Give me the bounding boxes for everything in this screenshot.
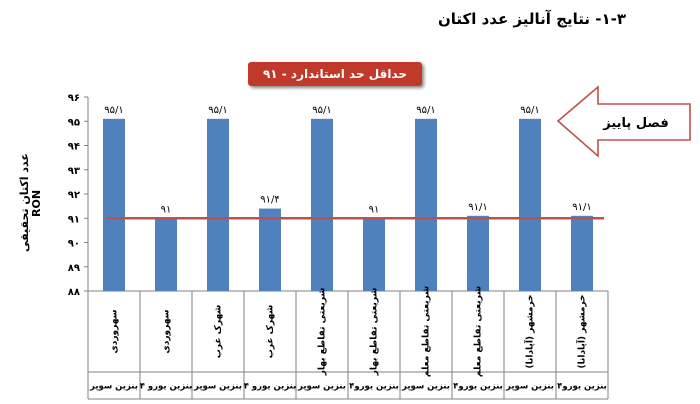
section-heading: ۱-۳- نتایج آنالیز عدد اکتان xyxy=(437,10,626,28)
station-label: شهرک غرب xyxy=(214,305,224,359)
bar xyxy=(311,118,333,291)
station-label: خرمشهر (آپادانا) xyxy=(576,294,588,368)
data-label: ۹۵/۱ xyxy=(104,105,123,116)
fuel-label: بنزین سوپر xyxy=(193,382,242,392)
y-tick-label: ۹۴ xyxy=(68,142,80,153)
fuel-label: بنزین یورو۴ xyxy=(349,382,399,392)
y-tick-label: ۹۰ xyxy=(68,239,80,250)
data-label: ۹۵/۱ xyxy=(208,105,227,116)
y-tick-label: ۸۹ xyxy=(68,263,80,274)
y-tick-label: ۹۲ xyxy=(68,190,80,201)
fuel-label: بنزین سوپر xyxy=(401,382,450,392)
fuel-label: بنزین سوپر xyxy=(505,382,554,392)
annotation-arrow xyxy=(556,85,691,158)
standard-minimum-banner: حداقل حد استاندارد - ۹۱ xyxy=(248,62,422,86)
annotation-label: فصل پاییز xyxy=(602,116,669,131)
bar xyxy=(155,218,177,291)
fuel-label: بنزین یورو۴ xyxy=(557,382,607,392)
station-label: سهروردی xyxy=(110,309,120,353)
station-label: شریعتی تقاطع معلم xyxy=(474,286,484,377)
bar xyxy=(207,118,229,291)
y-tick-label: ۸۸ xyxy=(68,287,80,298)
station-label: شریعتی تقاطع بهار xyxy=(370,288,380,377)
data-label: ۹۵/۱ xyxy=(312,105,331,116)
bar xyxy=(519,118,541,291)
bar xyxy=(363,218,385,291)
fuel-label: بنزین سوپر xyxy=(89,382,138,392)
bar xyxy=(103,118,125,291)
station-label: شهرک غرب xyxy=(266,305,276,359)
station-label: شریعتی تقاطع معلم xyxy=(422,286,432,377)
station-label: سهروردی xyxy=(162,309,172,353)
bar xyxy=(467,215,489,291)
y-tick-label: ۹۵ xyxy=(68,117,80,128)
bar xyxy=(415,118,437,291)
data-label: ۹۱/۴ xyxy=(260,195,279,206)
fuel-label: بنزین یورو ۴ xyxy=(140,382,193,392)
fuel-label: بنزین سوپر xyxy=(297,382,346,392)
y-tick-label: ۹۳ xyxy=(68,166,80,177)
data-label: ۹۵/۱ xyxy=(520,105,539,116)
data-label: ۹۱ xyxy=(369,204,380,215)
data-label: ۹۱/۱ xyxy=(468,202,487,213)
data-label: ۹۱ xyxy=(161,204,172,215)
fuel-label: بنزین یورو۴ xyxy=(453,382,503,392)
station-label: شریعتی تقاطع بهار xyxy=(318,288,328,377)
station-label: خرمشهر (آپادانا) xyxy=(524,294,536,368)
y-tick-label: ۹۶ xyxy=(68,93,80,104)
fuel-label: بنزین یورو ۴ xyxy=(244,382,297,392)
data-label: ۹۵/۱ xyxy=(416,105,435,116)
bar xyxy=(571,215,593,291)
bar xyxy=(259,208,281,291)
data-label: ۹۱/۱ xyxy=(572,202,591,213)
y-tick-label: ۹۱ xyxy=(68,214,80,225)
